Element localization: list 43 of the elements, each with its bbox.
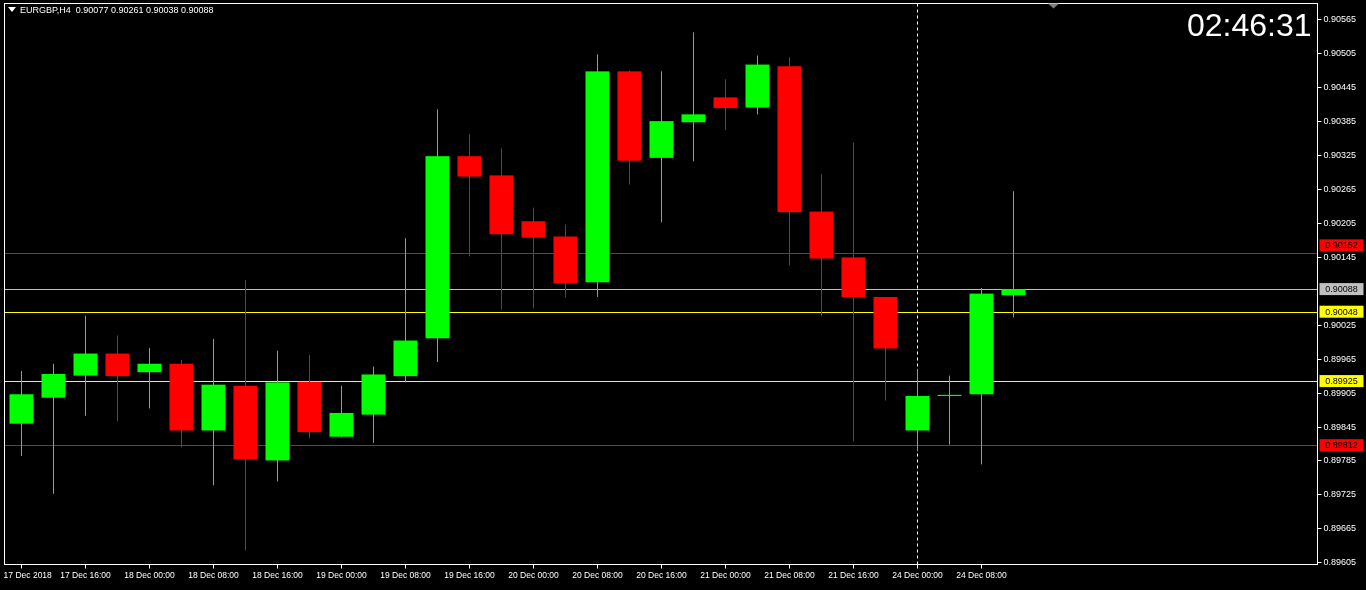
x-tick-label: 17 Dec 2018	[3, 569, 53, 580]
x-tick-label: 17 Dec 16:00	[60, 569, 112, 580]
x-tick-label: 18 Dec 08:00	[188, 569, 240, 580]
ref-line-label: 0.89925	[1325, 376, 1358, 387]
y-tick-label: 0.90145	[1323, 251, 1357, 262]
y-tick-label: 0.89665	[1323, 523, 1357, 534]
candlestick	[137, 347, 162, 409]
y-tick-label: 0.90385	[1323, 116, 1357, 127]
x-tick-label: 19 Dec 08:00	[380, 569, 432, 580]
candlestick	[1001, 190, 1026, 318]
ref-line-label: 0.90152	[1325, 240, 1358, 251]
y-tick-label: 0.89605	[1323, 557, 1357, 568]
ref-line-label: 0.90088	[1325, 284, 1358, 295]
x-tick-label: 20 Dec 16:00	[636, 569, 688, 580]
x-tick-label: 18 Dec 00:00	[124, 569, 176, 580]
y-tick-label: 0.90325	[1323, 150, 1357, 161]
x-tick-label: 24 Dec 08:00	[956, 569, 1008, 580]
y-tick-label: 0.89965	[1323, 353, 1357, 364]
y-tick-label: 0.90445	[1323, 82, 1357, 93]
y-tick-label: 0.90025	[1323, 319, 1357, 330]
y-tick-label: 0.90205	[1323, 217, 1357, 228]
x-tick-label: 19 Dec 16:00	[444, 569, 496, 580]
ref-line-label: 0.90048	[1325, 306, 1358, 317]
y-tick-label: 0.89725	[1323, 489, 1357, 500]
ref-line-label: 0.89812	[1325, 440, 1358, 451]
x-tick-label: 19 Dec 00:00	[316, 569, 368, 580]
y-tick-label: 0.89905	[1323, 387, 1357, 398]
candlestick	[681, 31, 706, 162]
y-tick-label: 0.90505	[1323, 48, 1357, 59]
y-tick-label: 0.89785	[1323, 455, 1357, 466]
annotation: 02:46:31	[1186, 7, 1312, 43]
y-tick-label: 0.90265	[1323, 183, 1357, 194]
y-tick-label: 0.89845	[1323, 421, 1357, 432]
x-tick-label: 20 Dec 08:00	[572, 569, 624, 580]
x-tick-label: 21 Dec 16:00	[828, 569, 880, 580]
x-tick-label: 18 Dec 16:00	[252, 569, 304, 580]
y-tick-label: 0.90565	[1323, 14, 1357, 25]
x-tick-label: 21 Dec 08:00	[764, 569, 816, 580]
candlestick	[937, 375, 962, 446]
x-tick-label: 24 Dec 00:00	[892, 569, 944, 580]
x-tick-label: 20 Dec 00:00	[508, 569, 560, 580]
chart-title: EURGBP,H4 0.90077 0.90261 0.90038 0.90088	[20, 5, 214, 15]
x-tick-label: 21 Dec 00:00	[700, 569, 752, 580]
